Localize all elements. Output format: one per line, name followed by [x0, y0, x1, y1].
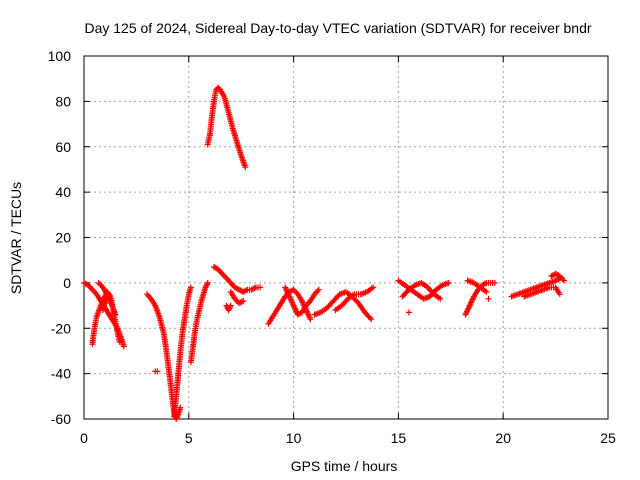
series-markers	[485, 295, 492, 302]
x-tick-label: 25	[600, 430, 616, 446]
series-arc-11c	[548, 270, 567, 284]
y-tick-label: 60	[55, 139, 71, 155]
plot-frame	[83, 55, 609, 420]
data-marks	[81, 84, 567, 422]
y-tick-label: 100	[48, 48, 72, 64]
grid	[84, 56, 608, 419]
series-arc-4	[187, 279, 211, 366]
series-arc-9c	[405, 309, 412, 316]
series-markers	[223, 302, 234, 314]
y-tick-label: -40	[51, 366, 71, 382]
x-axis-ticks: 0 5 10 15 20 25	[80, 56, 616, 446]
series-markers	[227, 288, 247, 307]
series-arc-11b	[521, 284, 563, 300]
series-markers	[464, 277, 490, 295]
y-tick-label: 40	[55, 184, 71, 200]
series-markers	[399, 279, 444, 302]
series-markers	[99, 295, 111, 314]
series-markers	[332, 284, 377, 314]
series-arc-6	[211, 264, 264, 295]
series-markers	[311, 288, 375, 323]
series-markers	[405, 309, 412, 316]
series-arc-1d	[99, 295, 111, 314]
series-arc-10c	[485, 295, 492, 302]
series-markers	[204, 84, 249, 171]
y-tick-label: 0	[63, 275, 71, 291]
series-arc-3	[171, 284, 194, 420]
x-tick-label: 15	[391, 430, 407, 446]
series-arc-7b	[282, 284, 322, 318]
x-tick-label: 0	[80, 430, 88, 446]
y-tick-label: -60	[51, 411, 71, 427]
series-markers	[211, 264, 264, 295]
series-markers	[187, 279, 211, 366]
series-arc-8b	[332, 284, 377, 314]
x-axis-label: GPS time / hours	[291, 458, 398, 474]
series-arc-10b	[464, 277, 490, 295]
series-markers	[462, 279, 498, 318]
series-markers	[508, 275, 563, 300]
series-markers	[171, 284, 194, 420]
series-markers	[95, 279, 119, 318]
y-tick-label: 80	[55, 93, 71, 109]
series-markers	[152, 368, 161, 375]
y-tick-label: 20	[55, 230, 71, 246]
x-tick-label: 10	[286, 430, 302, 446]
series-arc-6c	[227, 288, 247, 307]
series-arc-8	[311, 288, 375, 323]
series-arc-5	[204, 84, 249, 171]
x-tick-label: 20	[495, 430, 511, 446]
series-markers	[521, 284, 563, 300]
y-tick-label: -20	[51, 320, 71, 336]
series-arc-10	[462, 279, 498, 318]
y-axis-ticks: -60 -40 -20 0 20 40 60 80 100	[48, 48, 608, 427]
series-arc-11	[508, 275, 563, 300]
x-tick-label: 5	[185, 430, 193, 446]
chart-title: Day 125 of 2024, Sidereal Day-to-day VTE…	[84, 20, 591, 36]
series-arc-9b	[399, 279, 444, 302]
y-axis-label: SDTVAR / TECUs	[8, 182, 24, 294]
series-arc-1c	[95, 279, 119, 318]
series-arc-6b	[223, 302, 234, 314]
series-arc-2b	[152, 368, 161, 375]
series-markers	[282, 284, 322, 318]
series-markers	[548, 270, 567, 284]
